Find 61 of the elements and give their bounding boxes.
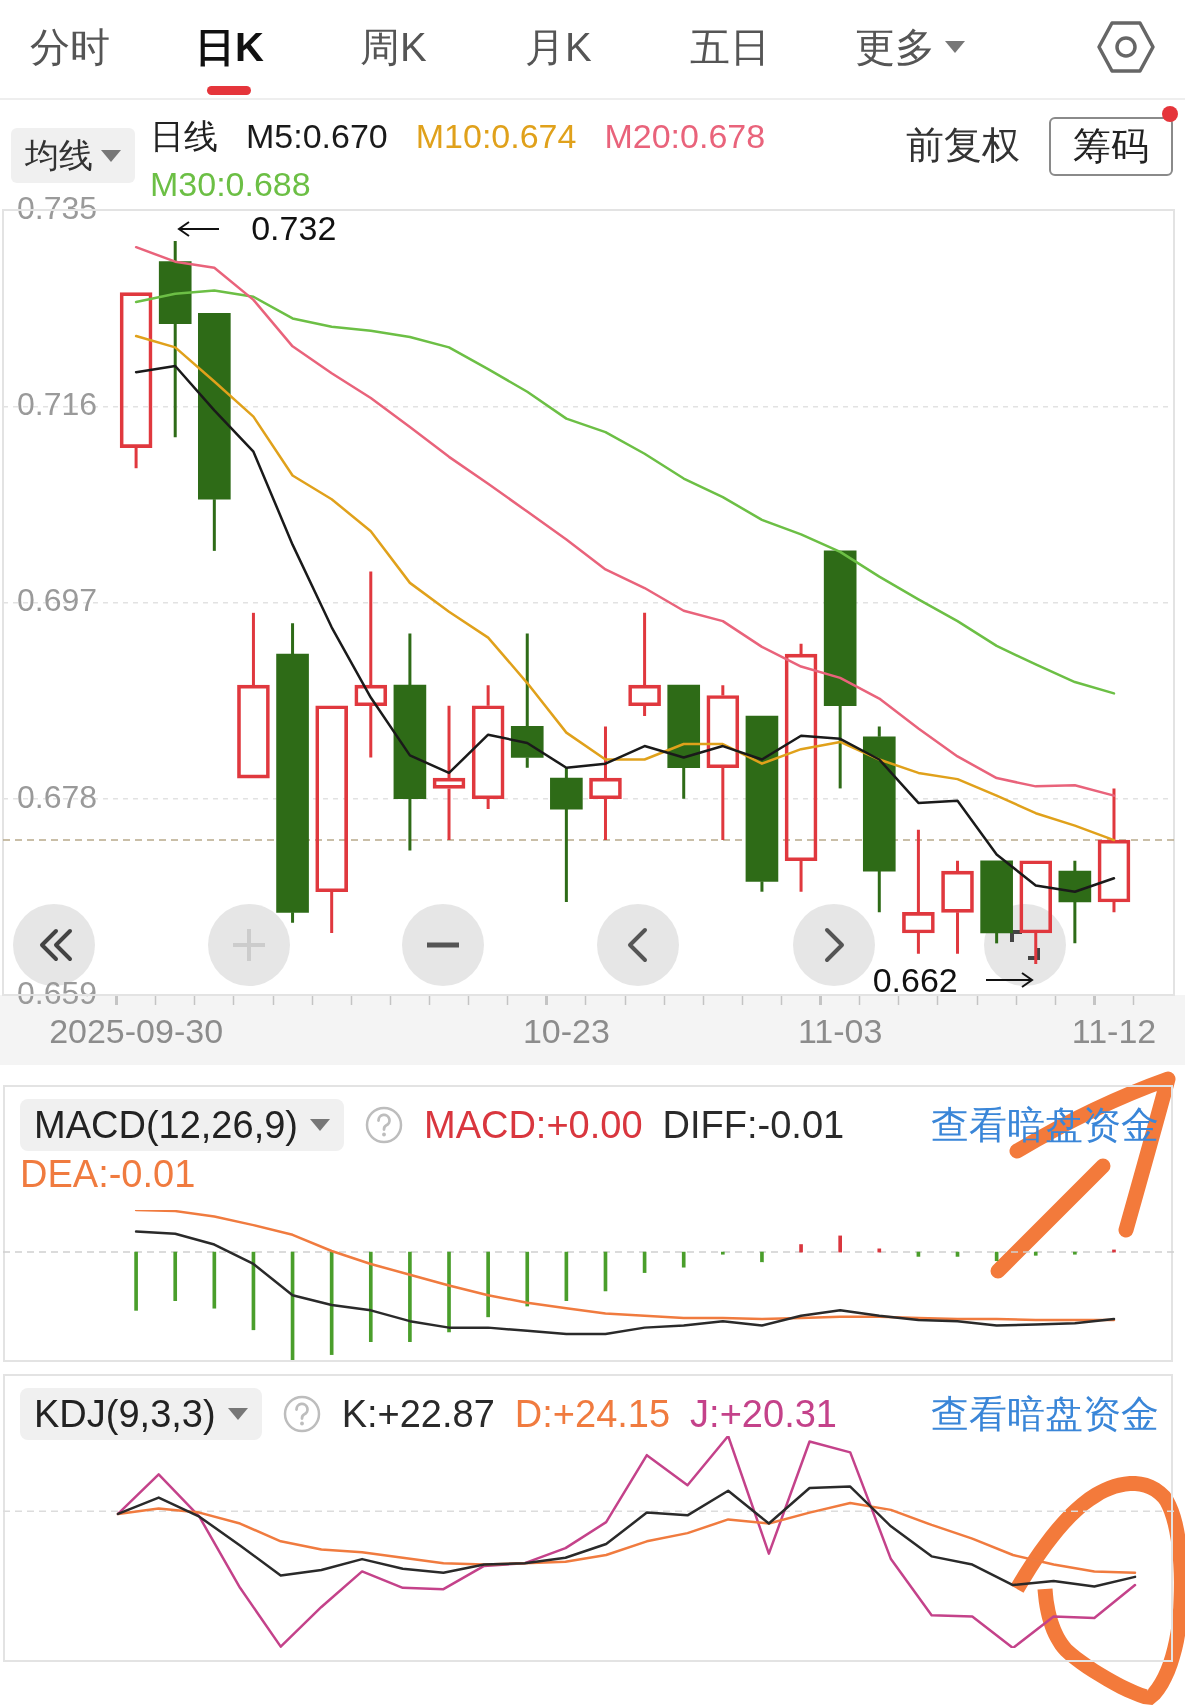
chart-title: KDJ(9,3,3) bbox=[34, 1392, 216, 1436]
series-label: DEA:-0.01 bbox=[20, 1152, 196, 1197]
y-tick-label: 0.678 bbox=[17, 778, 98, 815]
dropdown-button: KDJ(9,3,3) bbox=[20, 1388, 262, 1440]
text: M10:0.674 bbox=[415, 116, 577, 157]
bar bbox=[1073, 1251, 1077, 1255]
bar bbox=[838, 1235, 842, 1253]
text: MACD:+0.00 bbox=[423, 1103, 643, 1148]
candlestick bbox=[198, 312, 231, 551]
bar bbox=[1033, 1251, 1038, 1256]
bar bbox=[134, 1251, 138, 1311]
text: M5:0.670 bbox=[246, 116, 388, 157]
text: 周K bbox=[360, 24, 427, 71]
bar bbox=[408, 1251, 412, 1342]
candlestick bbox=[158, 240, 192, 438]
dropdown-button: MACD(12,26,9) bbox=[20, 1099, 344, 1151]
text: D:+24.15 bbox=[514, 1392, 671, 1437]
legend-title: 日线 bbox=[150, 116, 218, 157]
bar bbox=[329, 1251, 334, 1355]
bar bbox=[799, 1244, 803, 1253]
text: 前复权 bbox=[906, 122, 1020, 168]
candlestick bbox=[862, 726, 896, 913]
bar bbox=[760, 1251, 764, 1263]
bar bbox=[447, 1251, 451, 1333]
bar bbox=[525, 1251, 530, 1307]
text: M20:0.678 bbox=[604, 116, 766, 157]
text: 分时 bbox=[30, 24, 110, 71]
bar bbox=[173, 1251, 178, 1301]
chart-title: MACD(12,26,9) bbox=[34, 1103, 298, 1147]
bar bbox=[486, 1251, 490, 1318]
bar bbox=[368, 1251, 373, 1342]
bar bbox=[212, 1251, 217, 1309]
text: 五日 bbox=[690, 24, 770, 71]
candlestick bbox=[667, 684, 701, 799]
candlestick bbox=[276, 623, 309, 923]
candlestick bbox=[550, 767, 583, 903]
annotation: 0.662 bbox=[872, 960, 958, 1000]
x-tick-label: 2025-09-30 bbox=[49, 1011, 224, 1050]
x-tick-label: 11-03 bbox=[797, 1011, 883, 1050]
text: M30:0.688 bbox=[150, 164, 311, 205]
candlestick bbox=[393, 633, 427, 851]
text: 日K bbox=[195, 24, 264, 71]
bar bbox=[721, 1251, 725, 1255]
candlestick bbox=[745, 715, 779, 892]
text: 更多 bbox=[855, 24, 935, 71]
text: 月K bbox=[525, 24, 592, 71]
candlestick bbox=[980, 860, 1013, 944]
candlestick bbox=[823, 550, 857, 789]
series-label: J:+20.31 bbox=[690, 1392, 837, 1437]
dropdown-button: 均线 bbox=[11, 128, 135, 183]
x-tick-label: 10-23 bbox=[522, 1011, 610, 1050]
y-tick-label: 0.697 bbox=[17, 582, 98, 619]
outlined-button: 筹码 bbox=[1049, 117, 1173, 176]
bar bbox=[681, 1251, 686, 1268]
text: 查看暗盘资金 bbox=[931, 1391, 1159, 1437]
text: K:+22.87 bbox=[341, 1392, 495, 1437]
y-tick-label: 0.716 bbox=[17, 386, 98, 423]
candlestick bbox=[510, 633, 544, 768]
x-tick-label: 11-12 bbox=[1071, 1011, 1157, 1050]
text: DIFF:-0.01 bbox=[662, 1103, 845, 1148]
annotation: 0.732 bbox=[251, 209, 337, 249]
